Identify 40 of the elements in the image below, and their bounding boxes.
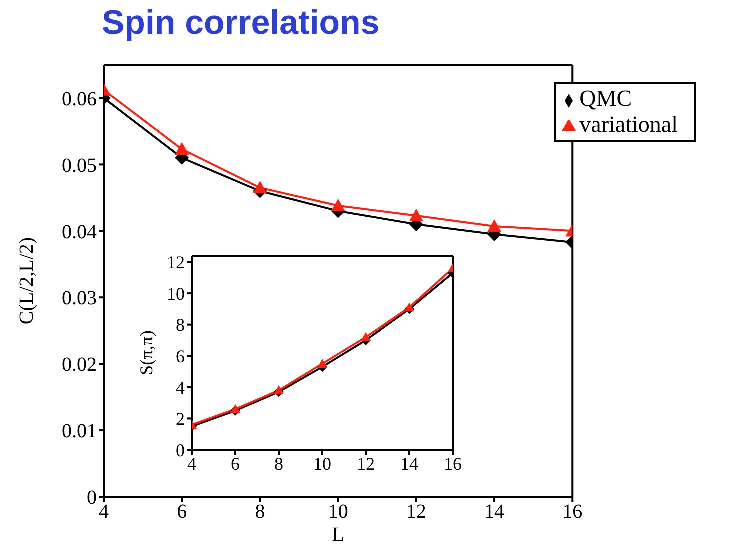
x-tick-label: 12 xyxy=(357,454,375,474)
y-tick-label: 0 xyxy=(176,440,185,460)
y-tick-label: 2 xyxy=(176,409,185,430)
y-tick-label: 0 xyxy=(87,487,97,510)
x-tick-label: 16 xyxy=(444,454,462,474)
y-axis-title: S(π,π) xyxy=(136,330,156,376)
x-tick-label: 12 xyxy=(406,501,426,524)
x-tick-label: 16 xyxy=(562,501,583,524)
y-tick-label: 0.02 xyxy=(62,354,97,376)
y-tick-label: 0.01 xyxy=(62,420,97,443)
point xyxy=(361,332,371,342)
y-tick-label: 6 xyxy=(176,346,185,367)
y-tick-label: 0.04 xyxy=(62,221,97,244)
point xyxy=(274,386,284,395)
y-tick-label: 10 xyxy=(167,284,185,304)
legend-label: QMC xyxy=(580,86,632,111)
x-tick-label: 14 xyxy=(484,501,505,524)
point xyxy=(253,180,268,194)
x-tick-label: 10 xyxy=(314,454,332,474)
x-tick-label: 10 xyxy=(328,501,348,524)
y-tick-label: 8 xyxy=(176,315,185,336)
y-tick-label: 0.05 xyxy=(62,154,97,177)
point xyxy=(331,198,346,212)
x-tick-label: 6 xyxy=(231,454,240,474)
point xyxy=(404,302,414,312)
y-tick-label: 4 xyxy=(176,378,185,398)
point xyxy=(230,404,240,414)
point xyxy=(318,358,328,368)
y-axis-title: C(L/2,L/2) xyxy=(16,237,38,325)
point xyxy=(409,208,424,222)
y-tick-label: 12 xyxy=(167,252,185,273)
y-tick-label: 0.06 xyxy=(62,88,97,110)
x-tick-label: 8 xyxy=(255,501,266,524)
x-tick-label: 8 xyxy=(274,454,284,474)
point xyxy=(175,142,190,156)
x-axis-title: L xyxy=(332,524,344,546)
x-tick-label: 14 xyxy=(400,454,418,474)
y-tick-label: 0.03 xyxy=(62,288,97,310)
legend-label: variational xyxy=(580,112,678,137)
chart-title: Spin correlations xyxy=(102,4,380,43)
